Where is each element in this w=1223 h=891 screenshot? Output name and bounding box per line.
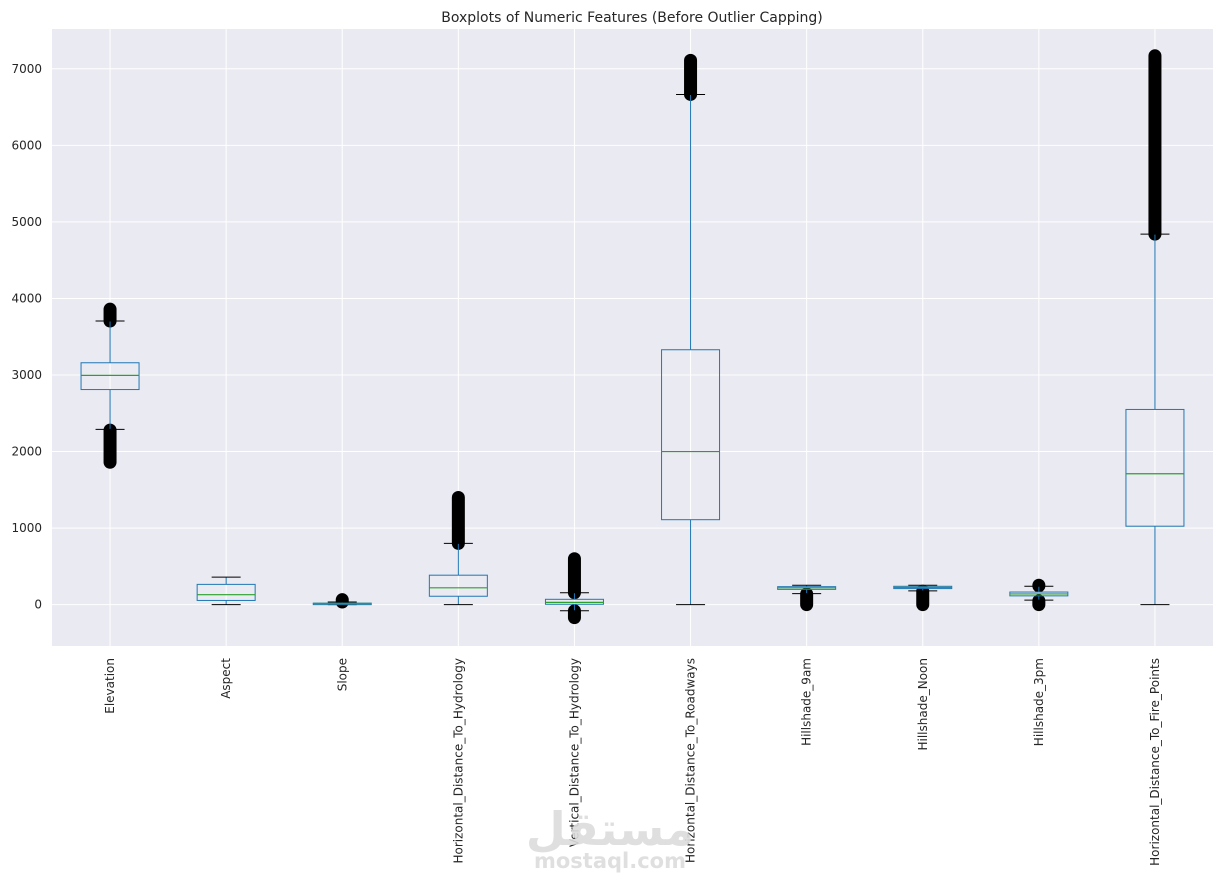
y-tick-label: 6000	[11, 138, 42, 152]
x-axis-ticks: Elevation Aspect Slope Horizontal_Distance_…	[103, 658, 1162, 866]
box-hillshade-3pm	[1009, 578, 1069, 612]
y-tick-label: 5000	[11, 215, 42, 229]
box-aspect	[196, 576, 256, 606]
x-tick-label: Horizontal_Distance_To_Hydrology	[451, 658, 465, 864]
box-hillshade-noon	[893, 584, 953, 612]
x-tick-label: Aspect	[219, 658, 233, 699]
y-tick-label: 0	[34, 598, 42, 612]
box-horizontal-distance-to-fire-points	[1125, 49, 1185, 606]
box-series	[80, 49, 1185, 625]
x-tick-label: Horizontal_Distance_To_Fire_Points	[1148, 658, 1162, 866]
box-vertical-distance-to-hydrology	[544, 552, 604, 625]
x-tick-label: Hillshade_3pm	[1032, 658, 1046, 746]
box-slope	[312, 593, 372, 609]
y-tick-label: 2000	[11, 445, 42, 459]
box-iqr	[661, 349, 721, 521]
plot-background	[52, 29, 1213, 646]
box-iqr	[1125, 408, 1185, 527]
watermark-latin: mostaql.com	[534, 849, 686, 873]
box-hillshade-9am	[777, 584, 837, 612]
y-tick-label: 4000	[11, 291, 42, 305]
box-horizontal-distance-to-roadways	[661, 53, 721, 606]
box-iqr	[80, 362, 140, 391]
chart-title: Boxplots of Numeric Features (Before Out…	[441, 10, 823, 26]
x-tick-label: Slope	[335, 658, 349, 691]
y-tick-label: 1000	[11, 521, 42, 535]
box-elevation	[80, 302, 140, 469]
x-tick-label: Vertical_Distance_To_Hydrology	[567, 658, 581, 847]
box-iqr	[428, 574, 488, 597]
y-tick-label: 7000	[11, 62, 42, 76]
x-tick-label: Hillshade_9am	[800, 658, 814, 746]
watermark: مستقل mostaql.com	[526, 802, 694, 873]
grid-lines	[52, 29, 1213, 646]
box-horizontal-distance-to-hydrology	[428, 490, 488, 606]
x-tick-label: Horizontal_Distance_To_Roadways	[684, 658, 698, 863]
box-iqr	[196, 583, 256, 601]
x-tick-label: Hillshade_Noon	[916, 658, 930, 751]
watermark-arabic: مستقل	[526, 802, 694, 856]
y-tick-label: 3000	[11, 368, 42, 382]
x-tick-label: Elevation	[103, 658, 117, 714]
y-axis-ticks: 0 1000 2000 3000 4000 5000 6000 7000	[11, 62, 42, 612]
